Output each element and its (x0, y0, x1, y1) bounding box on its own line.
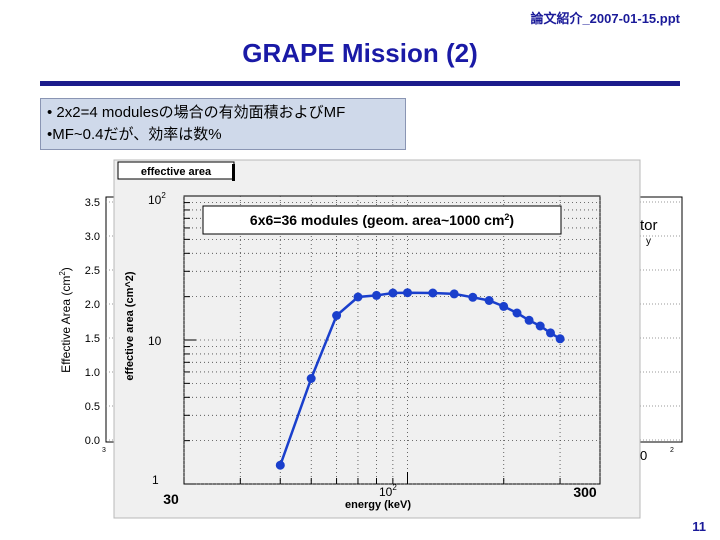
data-point (353, 292, 363, 302)
data-point (546, 328, 555, 338)
data-point (449, 289, 459, 299)
y-tick-label-10: 10 (148, 334, 162, 348)
background-partial-tick-left: 3 (102, 447, 106, 454)
file-name-label: 論文紹介_2007-01-15.ppt (530, 11, 680, 26)
data-point (468, 292, 478, 302)
bullet-item: •MF~0.4だが、効率は数% (47, 126, 222, 143)
background-yticks: 3.5 3.0 2.5 2.0 1.5 1.0 0.5 0.0 (85, 197, 100, 447)
data-point (428, 288, 438, 298)
background-y-axis-label: Effective Area (cm2) (58, 267, 73, 373)
data-point (388, 288, 398, 298)
x-label-30: 30 (163, 491, 179, 507)
data-point (372, 290, 381, 300)
background-y-tick-label: 3.5 (85, 197, 100, 209)
data-point (512, 308, 522, 318)
chart-title: effective area (141, 166, 212, 178)
annotation-text: 6x6=36 modules (geom. area~1000 cm2) (250, 212, 514, 228)
annotation-box (202, 205, 562, 235)
y-axis-label: effective area (cm^2) (124, 271, 136, 380)
background-y-tick-label: 0.5 (85, 401, 100, 413)
y-tick-label-100: 102 (148, 191, 166, 207)
slide-title: GRAPE Mission (2) (242, 38, 478, 68)
data-point (306, 374, 316, 383)
background-partial-tick: 0 (640, 448, 647, 463)
x-label-300: 300 (573, 484, 597, 500)
data-point (535, 321, 545, 331)
bullet-item: • 2x2=4 modulesの場合の有効面積およびMF (47, 104, 346, 121)
data-point (484, 296, 494, 305)
data-point (524, 315, 534, 325)
background-y-tick-label: 0.0 (85, 435, 100, 447)
series-group (275, 288, 565, 470)
background-y-tick-label: 1.5 (85, 333, 100, 345)
data-point (332, 311, 342, 320)
background-y-tick-label: 2.0 (85, 299, 100, 311)
page-number: 11 (692, 519, 706, 534)
data-point (555, 334, 565, 344)
y-tick-label-1: 1 (152, 473, 159, 487)
x-tick-label-100: 102 (379, 483, 397, 499)
bullet-box: • 2x2=4 modulesの場合の有効面積およびMF •MF~0.4だが、効… (40, 98, 406, 150)
chart-title-box-shadow (232, 164, 235, 181)
background-partial-tick-corner: 2 (670, 447, 674, 454)
x-axis-label: energy (keV) (345, 499, 411, 511)
chart-panel: effective area 6x6=36 modules (geom. are… (113, 159, 641, 519)
title-divider (40, 81, 680, 86)
data-point (403, 288, 412, 298)
background-y-tick-label: 1.0 (85, 367, 100, 379)
background-partial-text-2: y (646, 236, 651, 247)
background-partial-text: tor (640, 217, 658, 234)
data-point (499, 301, 509, 311)
background-y-tick-label: 2.5 (85, 265, 100, 277)
background-y-tick-label: 3.0 (85, 231, 100, 243)
data-point (275, 460, 285, 470)
